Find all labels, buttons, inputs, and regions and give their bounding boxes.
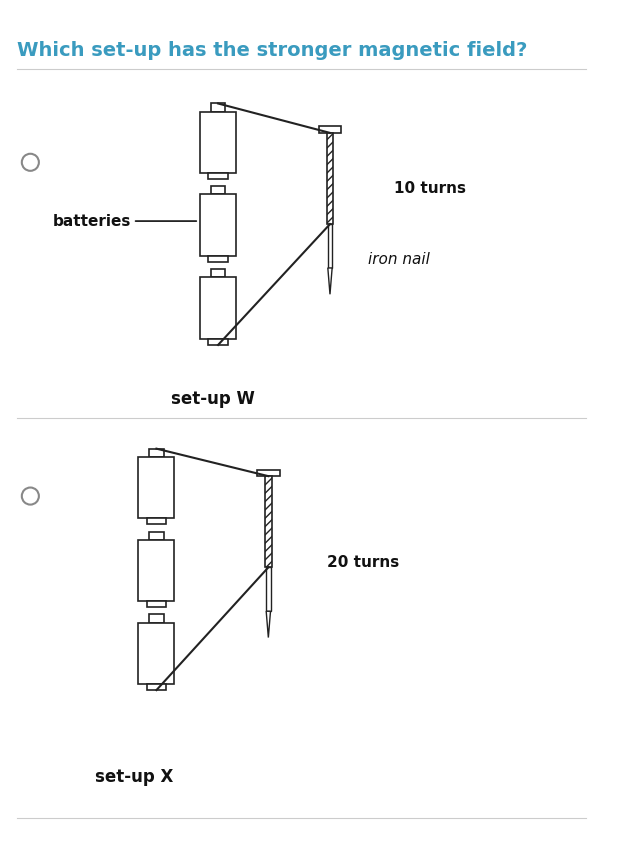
Bar <box>211 187 225 194</box>
Bar <box>327 133 333 224</box>
Bar <box>200 112 236 173</box>
Bar <box>149 532 163 539</box>
Polygon shape <box>266 611 270 638</box>
Bar <box>208 256 228 262</box>
Bar <box>257 470 280 477</box>
Text: set-up W: set-up W <box>172 390 255 409</box>
Bar <box>211 103 225 112</box>
Bar <box>139 539 174 601</box>
Bar <box>146 683 167 690</box>
Text: Which set-up has the stronger magnetic field?: Which set-up has the stronger magnetic f… <box>17 41 527 60</box>
Bar <box>200 277 236 338</box>
Text: iron nail: iron nail <box>368 252 430 266</box>
Bar <box>265 477 272 567</box>
Polygon shape <box>328 268 332 294</box>
Bar <box>208 173 228 179</box>
Bar <box>211 270 225 277</box>
Text: set-up X: set-up X <box>95 767 173 786</box>
Bar <box>328 224 332 268</box>
Bar <box>208 338 228 345</box>
Bar <box>139 457 174 518</box>
Bar <box>266 567 270 611</box>
Text: 20 turns: 20 turns <box>327 555 399 570</box>
Bar <box>146 601 167 607</box>
Bar <box>146 518 167 524</box>
Bar <box>200 194 236 256</box>
Text: batteries: batteries <box>53 214 131 229</box>
Bar <box>139 622 174 683</box>
Bar <box>149 615 163 622</box>
Bar <box>149 449 163 457</box>
Text: 10 turns: 10 turns <box>394 181 466 197</box>
Bar <box>319 126 342 133</box>
